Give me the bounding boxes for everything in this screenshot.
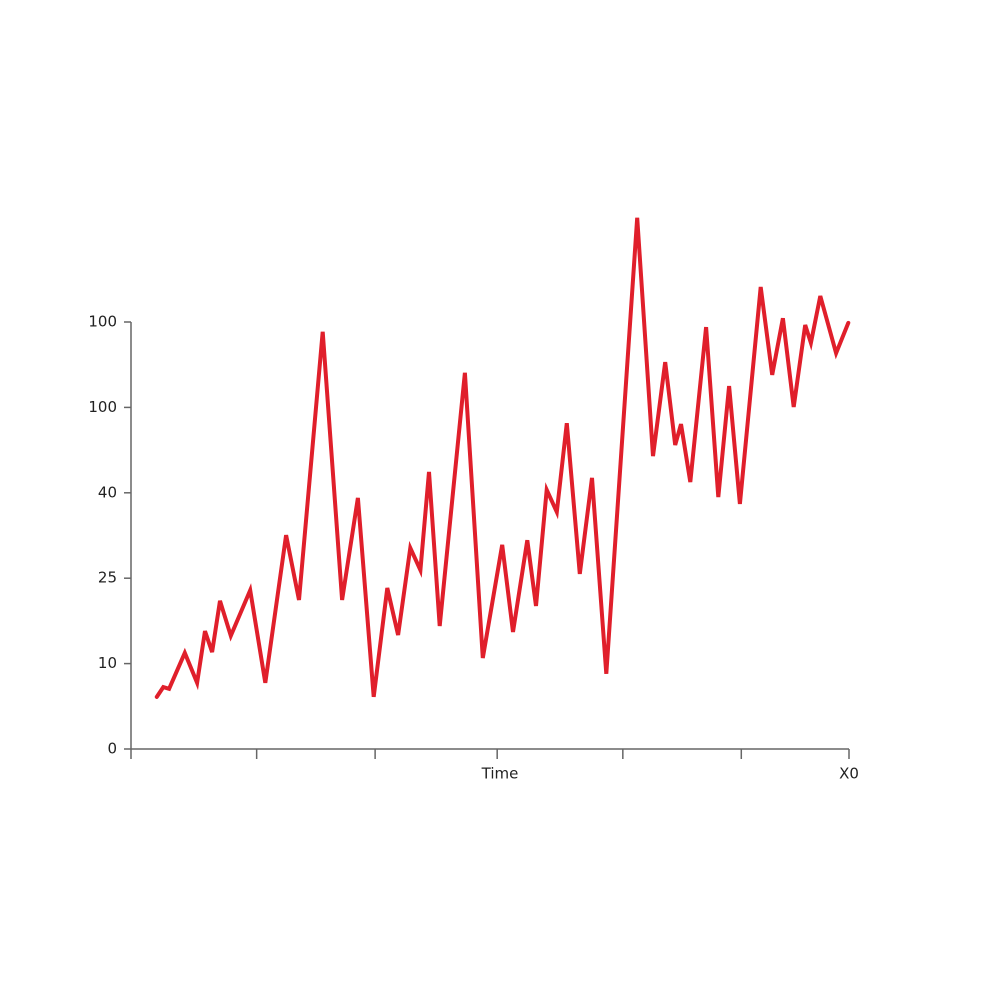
x-tick-label: X0: [839, 765, 859, 783]
y-tick-label: 0: [107, 740, 117, 758]
y-tick-label: 100: [88, 398, 117, 416]
y-tick-label: 25: [98, 569, 117, 587]
y-tick-label: 40: [98, 483, 117, 501]
x-axis-label: Time: [481, 765, 519, 783]
y-tick-label: 100: [88, 313, 117, 331]
data-line: [154, 217, 851, 699]
y-tick-label: 10: [98, 654, 117, 672]
